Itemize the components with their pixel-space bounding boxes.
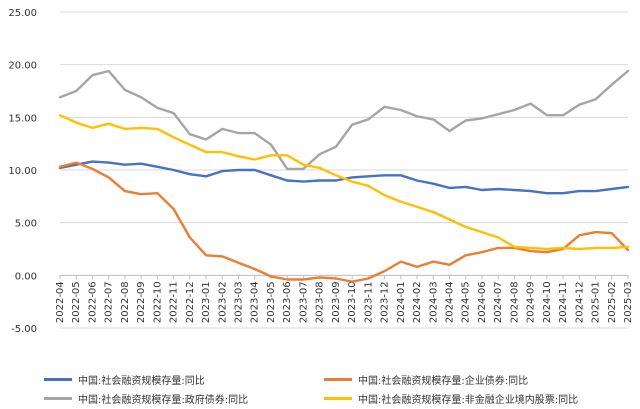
x-tick-label: 2023-09 (331, 281, 342, 323)
x-tick-label: 2023-05 (266, 281, 277, 323)
legend-item-series-2: 中国:社会融资规模存量:企业债券:同比 (324, 372, 528, 387)
x-tick-label: 2024-03 (428, 281, 439, 323)
x-tick-label: 2022-10 (152, 281, 163, 323)
x-tick-label: 2022-06 (87, 281, 98, 323)
x-tick-label: 2023-08 (315, 281, 326, 323)
plot-area (58, 69, 630, 283)
x-tick-label: 2024-01 (396, 281, 407, 323)
y-tick-label: 25.00 (8, 8, 37, 19)
x-tick-label: 2024-10 (542, 281, 553, 323)
x-tick-label: 2024-09 (526, 281, 537, 323)
line-chart: -5.00 0.00 5.00 10.00 15.00 20.00 25.00 2022-0… (8, 8, 634, 335)
legend-swatch-series-1 (44, 378, 72, 381)
legend-item-series-4: 中国:社会融资规模存量:非金融企业境内股票:同比 (324, 391, 578, 406)
x-tick-label: 2024-02 (412, 281, 423, 323)
x-tick-label: 2022-07 (104, 281, 115, 323)
x-tick-label: 2024-08 (509, 281, 520, 323)
x-tick-label: 2025-01 (591, 281, 602, 323)
x-tick-label: 2023-11 (363, 281, 374, 323)
legend-label-series-2: 中国:社会融资规模存量:企业债券:同比 (358, 376, 529, 387)
x-tick-label: 2023-01 (201, 281, 212, 323)
legend-item-series-3: 中国:社会融资规模存量:政府债券:同比 (44, 391, 248, 406)
legend-label-series-1: 中国:社会融资规模存量:同比 (78, 376, 205, 387)
y-tick-label: 5.00 (15, 219, 37, 230)
legend-swatch-series-2 (324, 378, 352, 381)
x-tick-label: 2024-05 (461, 281, 472, 323)
y-tick-label: 0.00 (15, 271, 37, 282)
series-line-2 (58, 161, 630, 283)
x-tick-label: 2024-04 (444, 281, 455, 323)
x-tick-label: 2022-09 (136, 281, 147, 323)
x-tick-label: 2023-06 (282, 281, 293, 323)
x-tick-label: 2024-07 (493, 281, 504, 323)
y-axis: -5.00 0.00 5.00 10.00 15.00 20.00 25.00 (8, 8, 37, 335)
legend-label-series-3: 中国:社会融资规模存量:政府债券:同比 (78, 395, 249, 406)
y-tick-label: -5.00 (11, 324, 37, 335)
series-line-4 (58, 113, 630, 251)
x-tick-label: 2022-08 (120, 281, 131, 323)
y-tick-label: 10.00 (8, 166, 37, 177)
x-tick-label: 2023-02 (217, 281, 228, 323)
legend: 中国:社会融资规模存量:同比 中国:社会融资规模存量:企业债券:同比 中国:社会… (0, 364, 640, 409)
x-tick-label: 2023-03 (234, 281, 245, 323)
x-tick-label: 2023-04 (250, 281, 261, 323)
x-tick-label: 2023-10 (347, 281, 358, 323)
x-tick-label: 2022-11 (169, 281, 180, 323)
y-tick-label: 15.00 (8, 113, 37, 124)
x-tick-label: 2022-12 (185, 281, 196, 323)
legend-item-series-1: 中国:社会融资规模存量:同比 (44, 372, 205, 387)
x-axis: 2022-04 2022-05 2022-06 2022-07 2022-08 2022-… (55, 274, 634, 323)
legend-swatch-series-4 (324, 397, 352, 400)
x-tick-label: 2024-12 (574, 281, 585, 323)
x-tick-label: 2022-05 (71, 281, 82, 323)
legend-label-series-4: 中国:社会融资规模存量:非金融企业境内股票:同比 (358, 395, 579, 406)
x-tick-label: 2025-02 (607, 281, 618, 323)
legend-swatch-series-3 (44, 397, 72, 400)
series-line-3 (58, 69, 630, 171)
x-tick-label: 2024-06 (477, 281, 488, 323)
x-tick-label: 2024-11 (558, 281, 569, 323)
x-tick-label: 2022-04 (55, 281, 66, 323)
x-tick-label: 2023-07 (298, 281, 309, 323)
x-tick-label: 2025-03 (623, 281, 634, 323)
x-tick-label: 2023-12 (380, 281, 391, 323)
y-tick-label: 20.00 (8, 61, 37, 72)
